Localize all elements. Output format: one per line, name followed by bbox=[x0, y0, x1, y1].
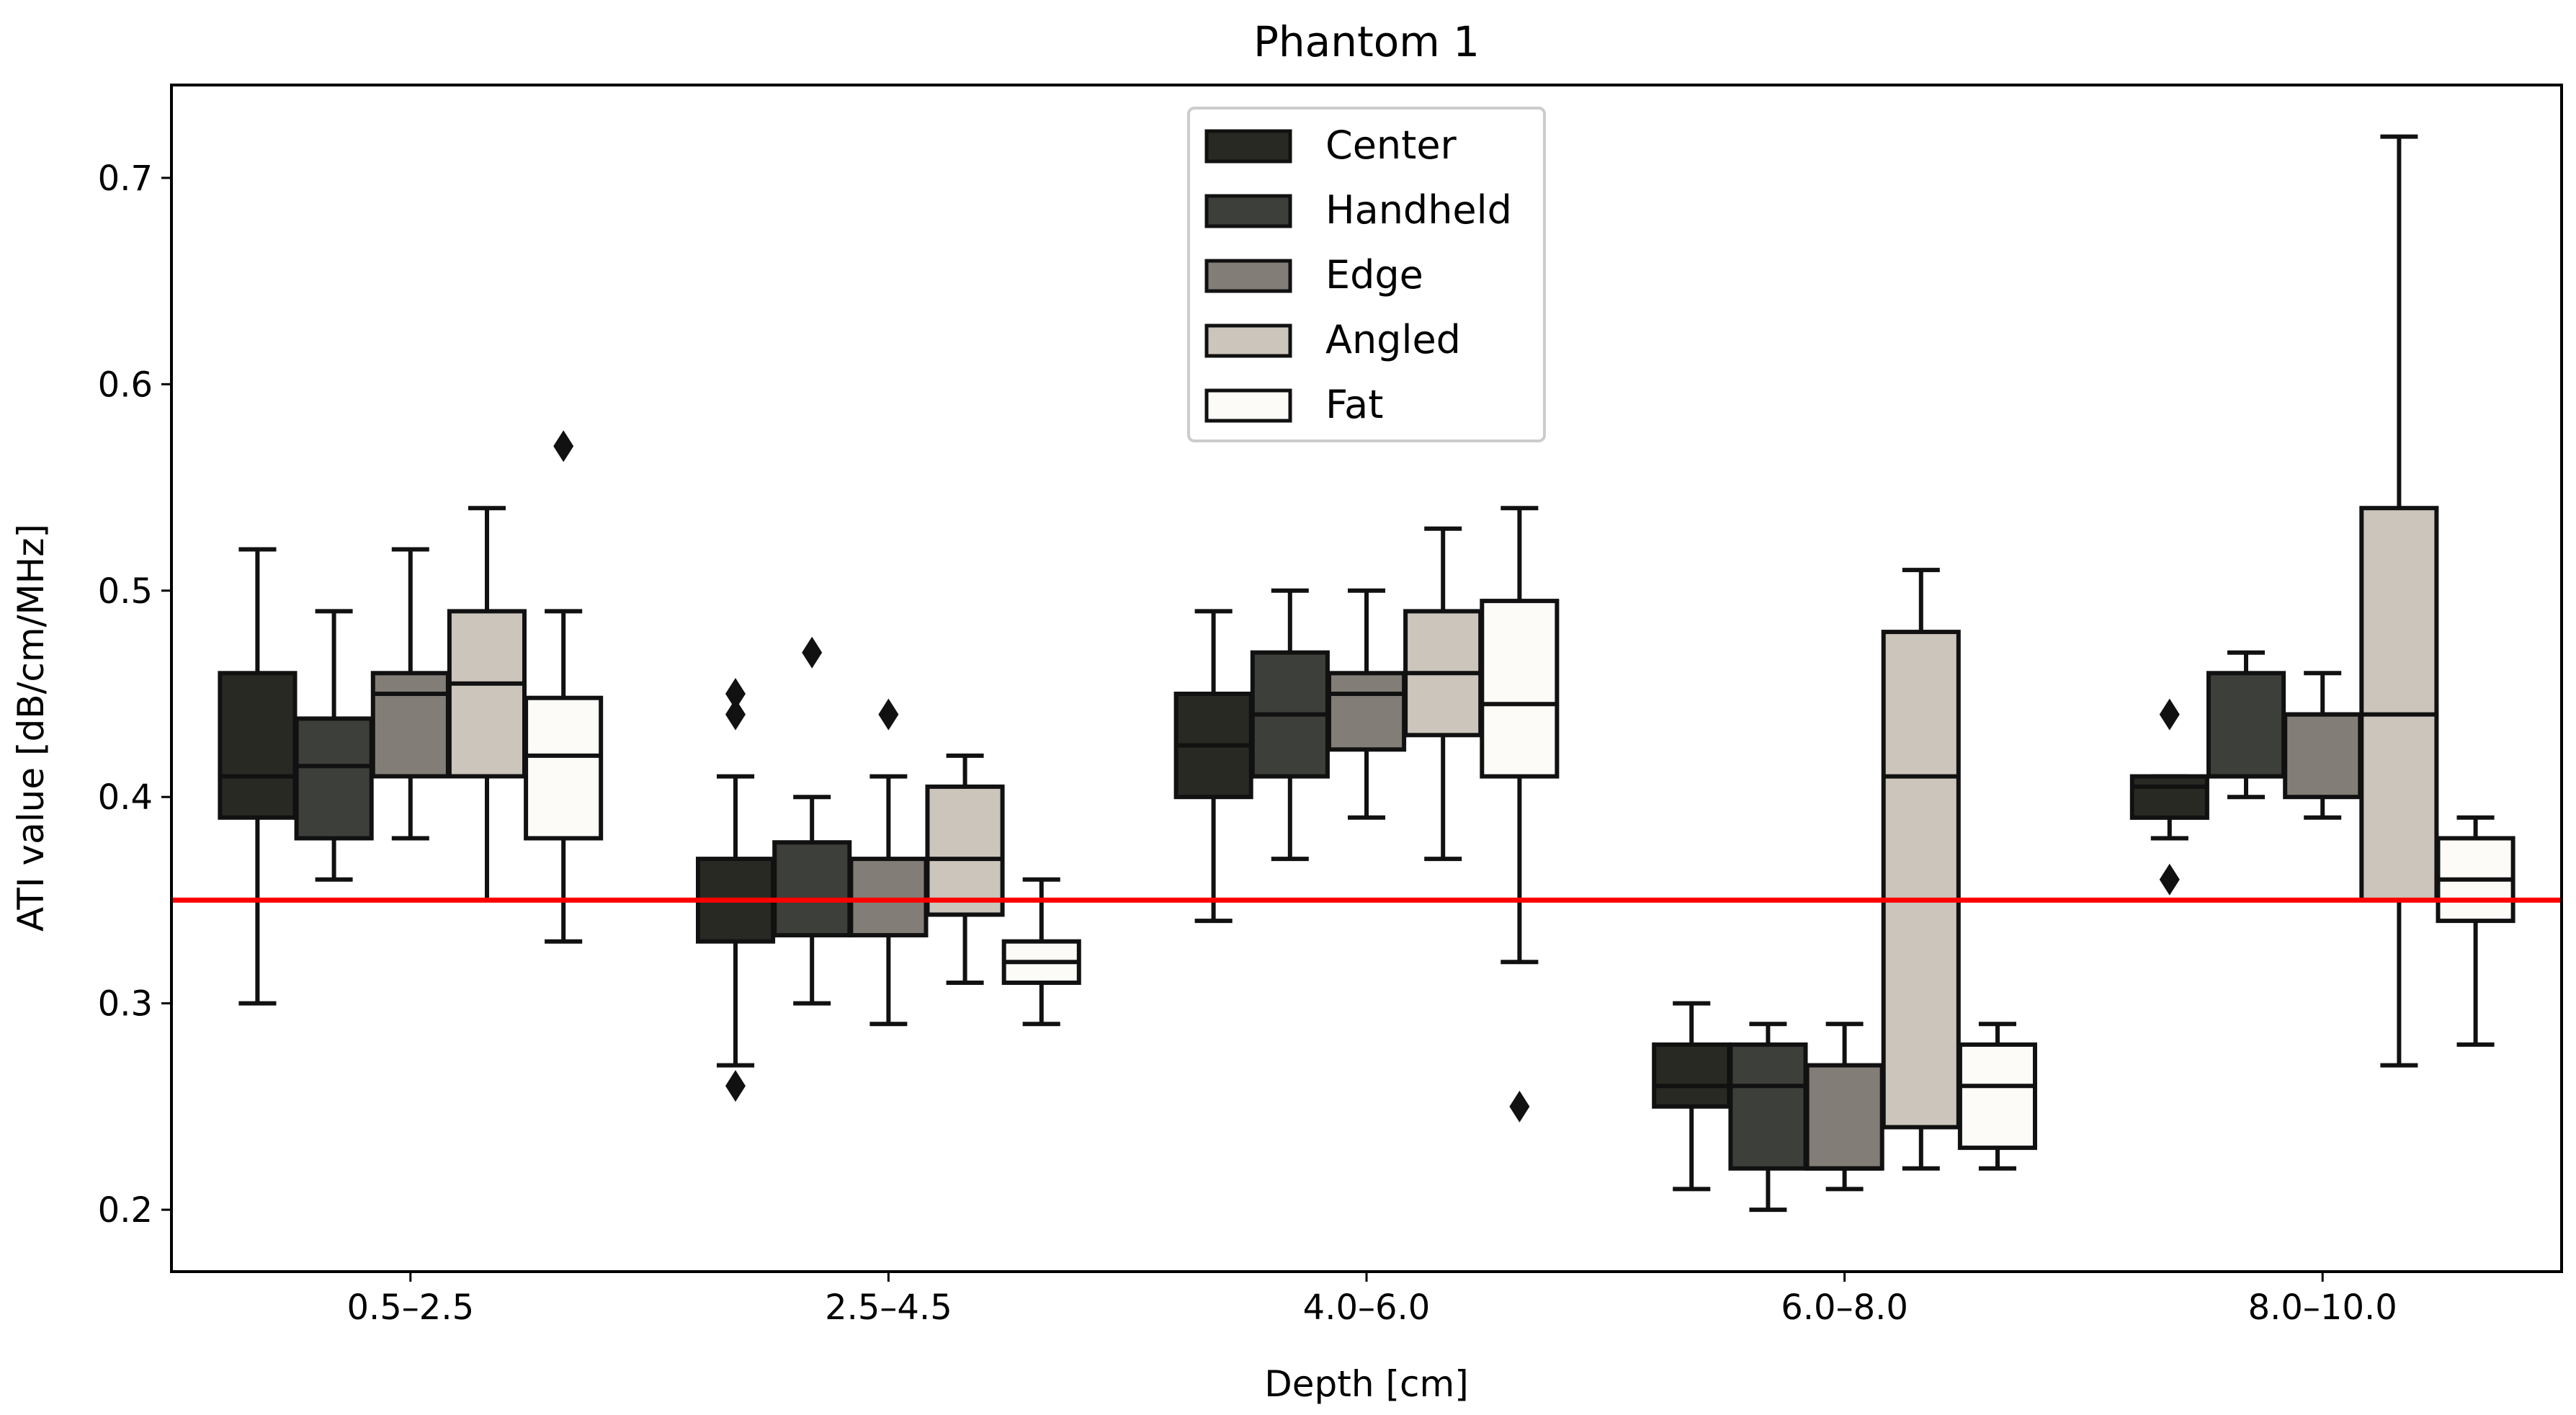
outlier-point bbox=[725, 1070, 746, 1102]
y-axis-label: ATI value [dB/cm/MHz] bbox=[10, 524, 52, 932]
outlier-point bbox=[1509, 1090, 1530, 1122]
box-iqr bbox=[849, 857, 929, 938]
x-tick-label: 8.0–10.0 bbox=[2248, 1287, 2397, 1328]
outlier-point bbox=[725, 698, 746, 731]
legend: Center Handheld Edge Angled Fat bbox=[1187, 107, 1546, 442]
legend-label-fat: Fat bbox=[1325, 382, 1383, 427]
box-iqr bbox=[370, 671, 450, 779]
box-iqr bbox=[772, 840, 852, 938]
box-fat-2 bbox=[1480, 506, 1560, 1122]
legend-label-handheld: Handheld bbox=[1325, 187, 1512, 233]
x-tick-label: 0.5–2.5 bbox=[346, 1287, 474, 1328]
box-iqr bbox=[925, 784, 1005, 917]
box-iqr bbox=[2129, 774, 2209, 820]
box-center-4 bbox=[2129, 698, 2209, 896]
outlier-point bbox=[725, 678, 746, 710]
box-iqr bbox=[1327, 671, 1407, 752]
box-angled-0 bbox=[447, 506, 527, 903]
box-edge-1 bbox=[849, 698, 929, 1027]
box-edge-0 bbox=[370, 547, 450, 841]
box-angled-4 bbox=[2359, 134, 2439, 1068]
y-tick-label: 0.7 bbox=[98, 159, 153, 199]
box-fat-1 bbox=[1001, 877, 1081, 1027]
box-iqr bbox=[2283, 712, 2363, 800]
x-tick-label: 6.0–8.0 bbox=[1781, 1287, 1908, 1328]
box-iqr bbox=[1480, 599, 1560, 779]
y-tick-label: 0.2 bbox=[98, 1190, 153, 1231]
plot-area: 0.2 0.3 0.4 0.5 0.6 0.7 0.5–2.5 2.5–4.5 4.0–6.0 6… bbox=[98, 134, 2562, 1328]
box-fat-4 bbox=[2436, 815, 2515, 1047]
outlier-point bbox=[802, 636, 823, 669]
box-iqr bbox=[1652, 1042, 1732, 1109]
box-iqr bbox=[1728, 1042, 1808, 1171]
box-iqr bbox=[524, 695, 604, 841]
plot-frame bbox=[170, 84, 2563, 1273]
box-handheld-2 bbox=[1250, 588, 1330, 862]
box-edge-2 bbox=[1327, 588, 1407, 820]
legend-label-angled: Angled bbox=[1325, 317, 1461, 362]
chart-title: Phantom 1 bbox=[1253, 17, 1480, 66]
legend-swatch-fat bbox=[1204, 388, 1292, 423]
box-iqr bbox=[1881, 630, 1961, 1130]
outlier-point bbox=[2159, 698, 2180, 731]
box-angled-2 bbox=[1403, 526, 1483, 862]
outlier-point bbox=[2159, 863, 2180, 896]
box-iqr bbox=[1957, 1042, 2037, 1151]
box-fat-0 bbox=[524, 430, 604, 944]
box-handheld-3 bbox=[1728, 1022, 1808, 1213]
box-angled-1 bbox=[925, 753, 1005, 985]
x-tick-label: 4.0–6.0 bbox=[1303, 1287, 1431, 1328]
y-tick-label: 0.5 bbox=[98, 571, 153, 612]
outlier-point bbox=[878, 698, 899, 731]
box-iqr bbox=[2206, 671, 2286, 779]
box-fat-3 bbox=[1957, 1022, 2037, 1171]
box-iqr bbox=[294, 716, 374, 841]
box-handheld-4 bbox=[2206, 650, 2286, 800]
legend-label-edge: Edge bbox=[1325, 252, 1423, 298]
x-tick-label: 2.5–4.5 bbox=[825, 1287, 952, 1328]
box-center-0 bbox=[218, 547, 298, 1006]
x-axis-label: Depth [cm] bbox=[1264, 1363, 1468, 1405]
y-tick-label: 0.3 bbox=[98, 984, 153, 1025]
legend-swatch-angled bbox=[1204, 323, 1292, 358]
legend-swatch-edge bbox=[1204, 259, 1292, 293]
outlier-point bbox=[553, 430, 574, 463]
legend-items: Center Handheld Edge Angled Fat bbox=[1204, 122, 1512, 427]
y-tick-label: 0.6 bbox=[98, 365, 153, 405]
legend-label-center: Center bbox=[1325, 122, 1457, 168]
box-iqr bbox=[218, 671, 298, 820]
box-iqr bbox=[2359, 506, 2439, 903]
box-iqr bbox=[447, 609, 527, 779]
box-iqr bbox=[1804, 1063, 1884, 1171]
box-angled-3 bbox=[1881, 568, 1961, 1171]
y-tick-label: 0.4 bbox=[98, 777, 153, 818]
legend-swatch-center bbox=[1204, 129, 1292, 164]
legend-swatch-handheld bbox=[1204, 194, 1292, 228]
